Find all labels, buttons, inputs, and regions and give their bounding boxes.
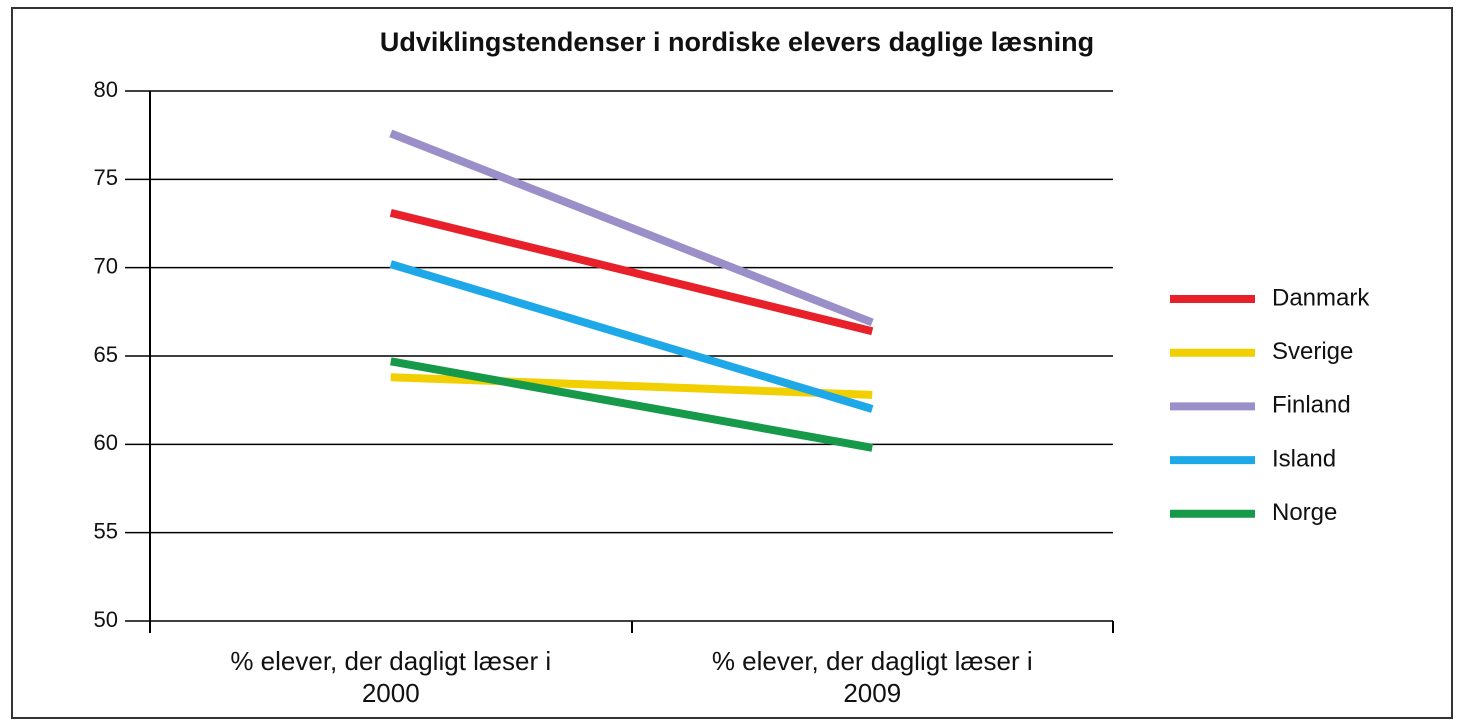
frame	[11, 7, 1453, 719]
legend-label: Sverige	[1272, 338, 1353, 365]
y-tick-label: 50	[94, 607, 118, 632]
y-tick-label: 70	[94, 253, 118, 278]
y-tick-label: 75	[94, 165, 118, 190]
series-line	[389, 129, 874, 327]
series-line	[390, 373, 873, 399]
x-tick-label: % elever, der dagligt læser i 2000	[230, 646, 552, 708]
legend-label: Norge	[1272, 499, 1337, 526]
legend-label: Finland	[1272, 392, 1351, 419]
y-tick-label: 55	[94, 518, 118, 543]
legend-label: Island	[1272, 445, 1336, 472]
series-line	[389, 209, 874, 336]
legend-label: Danmark	[1272, 284, 1370, 311]
x-tick-label: % elever, der dagligt læser i 2009	[711, 646, 1033, 708]
y-tick-label: 60	[94, 430, 118, 455]
series-line	[389, 260, 874, 413]
chart-title: Udviklingstendenser i nordiske elevers d…	[380, 27, 1094, 57]
series-line	[390, 357, 873, 452]
y-tick-label: 80	[94, 77, 118, 102]
y-tick-label: 65	[94, 342, 118, 367]
